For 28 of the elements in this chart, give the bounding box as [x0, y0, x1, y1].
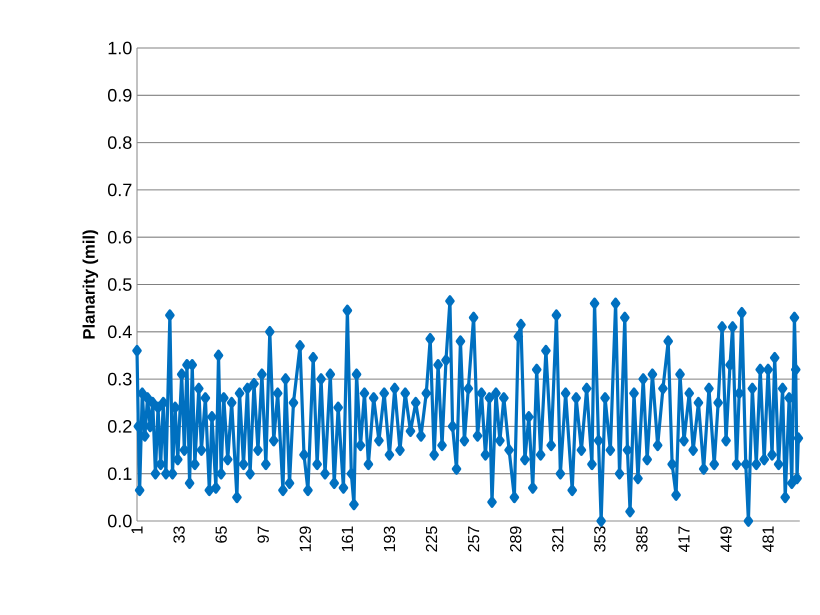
x-tick-label: 225 — [426, 526, 438, 552]
y-tick-label: 0.2 — [108, 420, 132, 433]
x-tick-label: 193 — [384, 526, 396, 552]
x-tick-label: 353 — [594, 526, 606, 552]
y-tick-label: 0.7 — [108, 184, 132, 196]
x-tick-label: 33 — [173, 526, 185, 543]
y-tick-label: 0.0 — [108, 514, 132, 528]
y-tick-label: 0.6 — [108, 230, 132, 244]
x-tick-label: 65 — [215, 526, 227, 543]
x-tick-label: 257 — [468, 526, 480, 552]
x-tick-label: 97 — [258, 526, 269, 543]
y-tick-label: 0.9 — [108, 88, 132, 102]
y-tick-label: 0.3 — [108, 372, 132, 386]
y-tick-label: 0.1 — [108, 467, 132, 480]
x-tick-label: 417 — [678, 526, 690, 552]
x-tick-label: 385 — [636, 526, 648, 552]
y-axis-title: Planarity (mil) — [82, 230, 98, 338]
y-tick-label: 0.5 — [108, 278, 132, 291]
x-tick-label: 129 — [300, 526, 311, 552]
x-tick-label: 321 — [552, 526, 564, 552]
x-tick-label: 481 — [762, 526, 774, 552]
y-tick-label: 0.4 — [108, 325, 132, 338]
x-tick-label: 1 — [132, 526, 143, 534]
y-tick-label: 0.8 — [108, 136, 132, 149]
y-tick-label: 1.0 — [108, 42, 132, 54]
x-tick-label: 449 — [720, 526, 732, 552]
x-tick-label: 289 — [510, 526, 522, 552]
x-tick-label: 161 — [342, 526, 354, 552]
